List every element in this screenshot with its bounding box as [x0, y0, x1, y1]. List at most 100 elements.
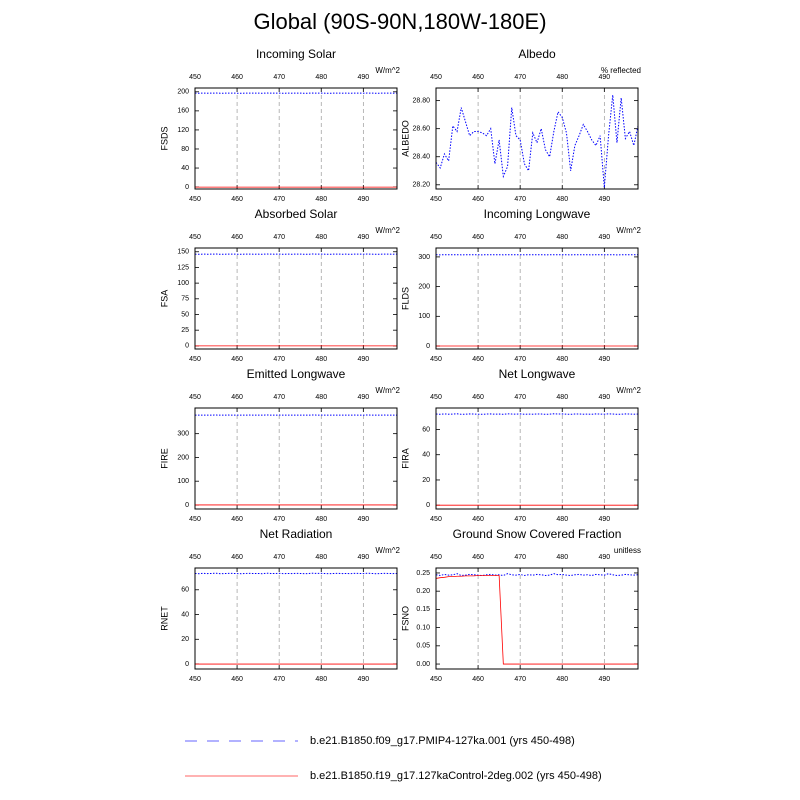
y-tick-label: 300: [177, 431, 189, 438]
y-tick-label: 60: [181, 587, 189, 594]
x-tick-label: 480: [315, 196, 327, 203]
plot-frame: [435, 247, 639, 350]
x-tick-label: 460: [472, 196, 484, 203]
x-tick-label: 470: [514, 196, 526, 203]
x-tick-label: 450: [189, 196, 201, 203]
x-tick-label-top: 480: [315, 394, 327, 401]
x-tick-label-top: 480: [556, 234, 568, 241]
y-tick-label: 100: [418, 313, 430, 320]
x-tick-label-top: 450: [430, 394, 442, 401]
x-tick-label-top: 450: [430, 74, 442, 81]
y-tick-label: 28.20: [412, 182, 430, 189]
units-label: W/m^2: [616, 226, 641, 235]
x-tick-label-top: 480: [315, 234, 327, 241]
x-tick-label: 480: [315, 516, 327, 523]
y-tick-label: 0.10: [416, 624, 430, 631]
x-tick-label-top: 490: [598, 74, 610, 81]
x-tick-label: 460: [231, 516, 243, 523]
x-tick-label-top: 450: [430, 234, 442, 241]
x-tick-label-top: 480: [556, 74, 568, 81]
panel-title: Incoming Longwave: [484, 207, 591, 221]
panel-title: Albedo: [518, 47, 556, 61]
x-tick-label-top: 490: [357, 394, 369, 401]
panel: Absorbed Solar W/m^2 FSA 450 450 460 460 470 470…: [159, 207, 400, 363]
x-tick-label-top: 490: [357, 74, 369, 81]
y-tick-label: 0: [185, 184, 189, 191]
x-tick-label: 480: [315, 356, 327, 363]
y-tick-label: 200: [418, 283, 430, 290]
y-axis-label: FLDS: [400, 287, 410, 310]
x-tick-label: 470: [273, 516, 285, 523]
series-line: [436, 575, 638, 665]
x-tick-label-top: 460: [231, 554, 243, 561]
x-tick-label-top: 470: [273, 74, 285, 81]
series-line: [436, 573, 638, 577]
y-axis-label: RNET: [159, 606, 169, 631]
x-tick-label-top: 460: [472, 74, 484, 81]
x-tick-label-top: 450: [189, 74, 201, 81]
panel: Net Radiation W/m^2 RNET 450 450 460 460 470 470…: [159, 527, 400, 683]
y-tick-label: 20: [181, 636, 189, 643]
series-line: [436, 413, 638, 415]
x-tick-label: 490: [598, 676, 610, 683]
x-tick-label: 450: [189, 356, 201, 363]
panel: Net Longwave W/m^2 FIRA 450 450 460 460 470 470 4…: [400, 367, 641, 523]
panel: Incoming Longwave W/m^2 FLDS 450 450 460 460 47…: [400, 207, 641, 363]
x-tick-label-top: 480: [315, 74, 327, 81]
x-tick-label: 470: [514, 516, 526, 523]
x-tick-label-top: 450: [189, 234, 201, 241]
plot-frame: [435, 407, 639, 510]
plot-frame: [194, 247, 398, 350]
x-tick-label-top: 480: [556, 394, 568, 401]
x-tick-label: 490: [357, 676, 369, 683]
x-tick-label: 450: [430, 516, 442, 523]
x-tick-label: 460: [472, 516, 484, 523]
x-tick-label-top: 470: [514, 74, 526, 81]
y-tick-label: 40: [181, 611, 189, 618]
x-tick-label: 450: [430, 356, 442, 363]
y-axis-label: FSDS: [159, 126, 169, 150]
panel-title: Emitted Longwave: [247, 367, 346, 381]
x-tick-label-top: 490: [598, 234, 610, 241]
x-tick-label-top: 470: [514, 394, 526, 401]
x-tick-label-top: 460: [472, 554, 484, 561]
units-label: W/m^2: [375, 386, 400, 395]
x-tick-label: 480: [556, 676, 568, 683]
y-tick-label: 75: [181, 296, 189, 303]
x-tick-label-top: 460: [472, 394, 484, 401]
x-tick-label-top: 470: [273, 234, 285, 241]
x-tick-label: 490: [598, 356, 610, 363]
x-tick-label-top: 490: [598, 554, 610, 561]
units-label: W/m^2: [375, 226, 400, 235]
panel-title: Net Radiation: [260, 527, 333, 541]
y-tick-label: 0.00: [416, 661, 430, 668]
x-tick-label-top: 450: [189, 394, 201, 401]
y-tick-label: 200: [177, 454, 189, 461]
x-tick-label: 480: [556, 196, 568, 203]
y-tick-label: 0: [426, 343, 430, 350]
units-label: W/m^2: [616, 386, 641, 395]
y-tick-label: 25: [181, 327, 189, 334]
y-tick-label: 0.05: [416, 643, 430, 650]
plot-frame: [194, 407, 398, 510]
panel: Emitted Longwave W/m^2 FIRE 450 450 460 460 470…: [159, 367, 400, 523]
x-tick-label: 460: [231, 196, 243, 203]
x-tick-label: 460: [231, 356, 243, 363]
panel: Incoming Solar W/m^2 FSDS 450 450 460 460 470 47…: [159, 47, 400, 203]
x-tick-label-top: 470: [273, 554, 285, 561]
x-tick-label-top: 460: [231, 394, 243, 401]
y-tick-label: 160: [177, 108, 189, 115]
panel-title: Ground Snow Covered Fraction: [453, 527, 622, 541]
figure-title: Global (90S-90N,180W-180E): [253, 9, 546, 34]
legend-label: b.e21.B1850.f19_g17.127kaControl-2deg.00…: [310, 770, 602, 782]
plot-frame: [194, 87, 398, 190]
y-tick-label: 50: [181, 311, 189, 318]
units-label: W/m^2: [375, 546, 400, 555]
x-tick-label: 460: [472, 356, 484, 363]
x-tick-label: 470: [273, 196, 285, 203]
x-tick-label-top: 460: [231, 74, 243, 81]
plot-frame: [194, 567, 398, 670]
y-tick-label: 100: [177, 478, 189, 485]
x-tick-label-top: 470: [514, 234, 526, 241]
